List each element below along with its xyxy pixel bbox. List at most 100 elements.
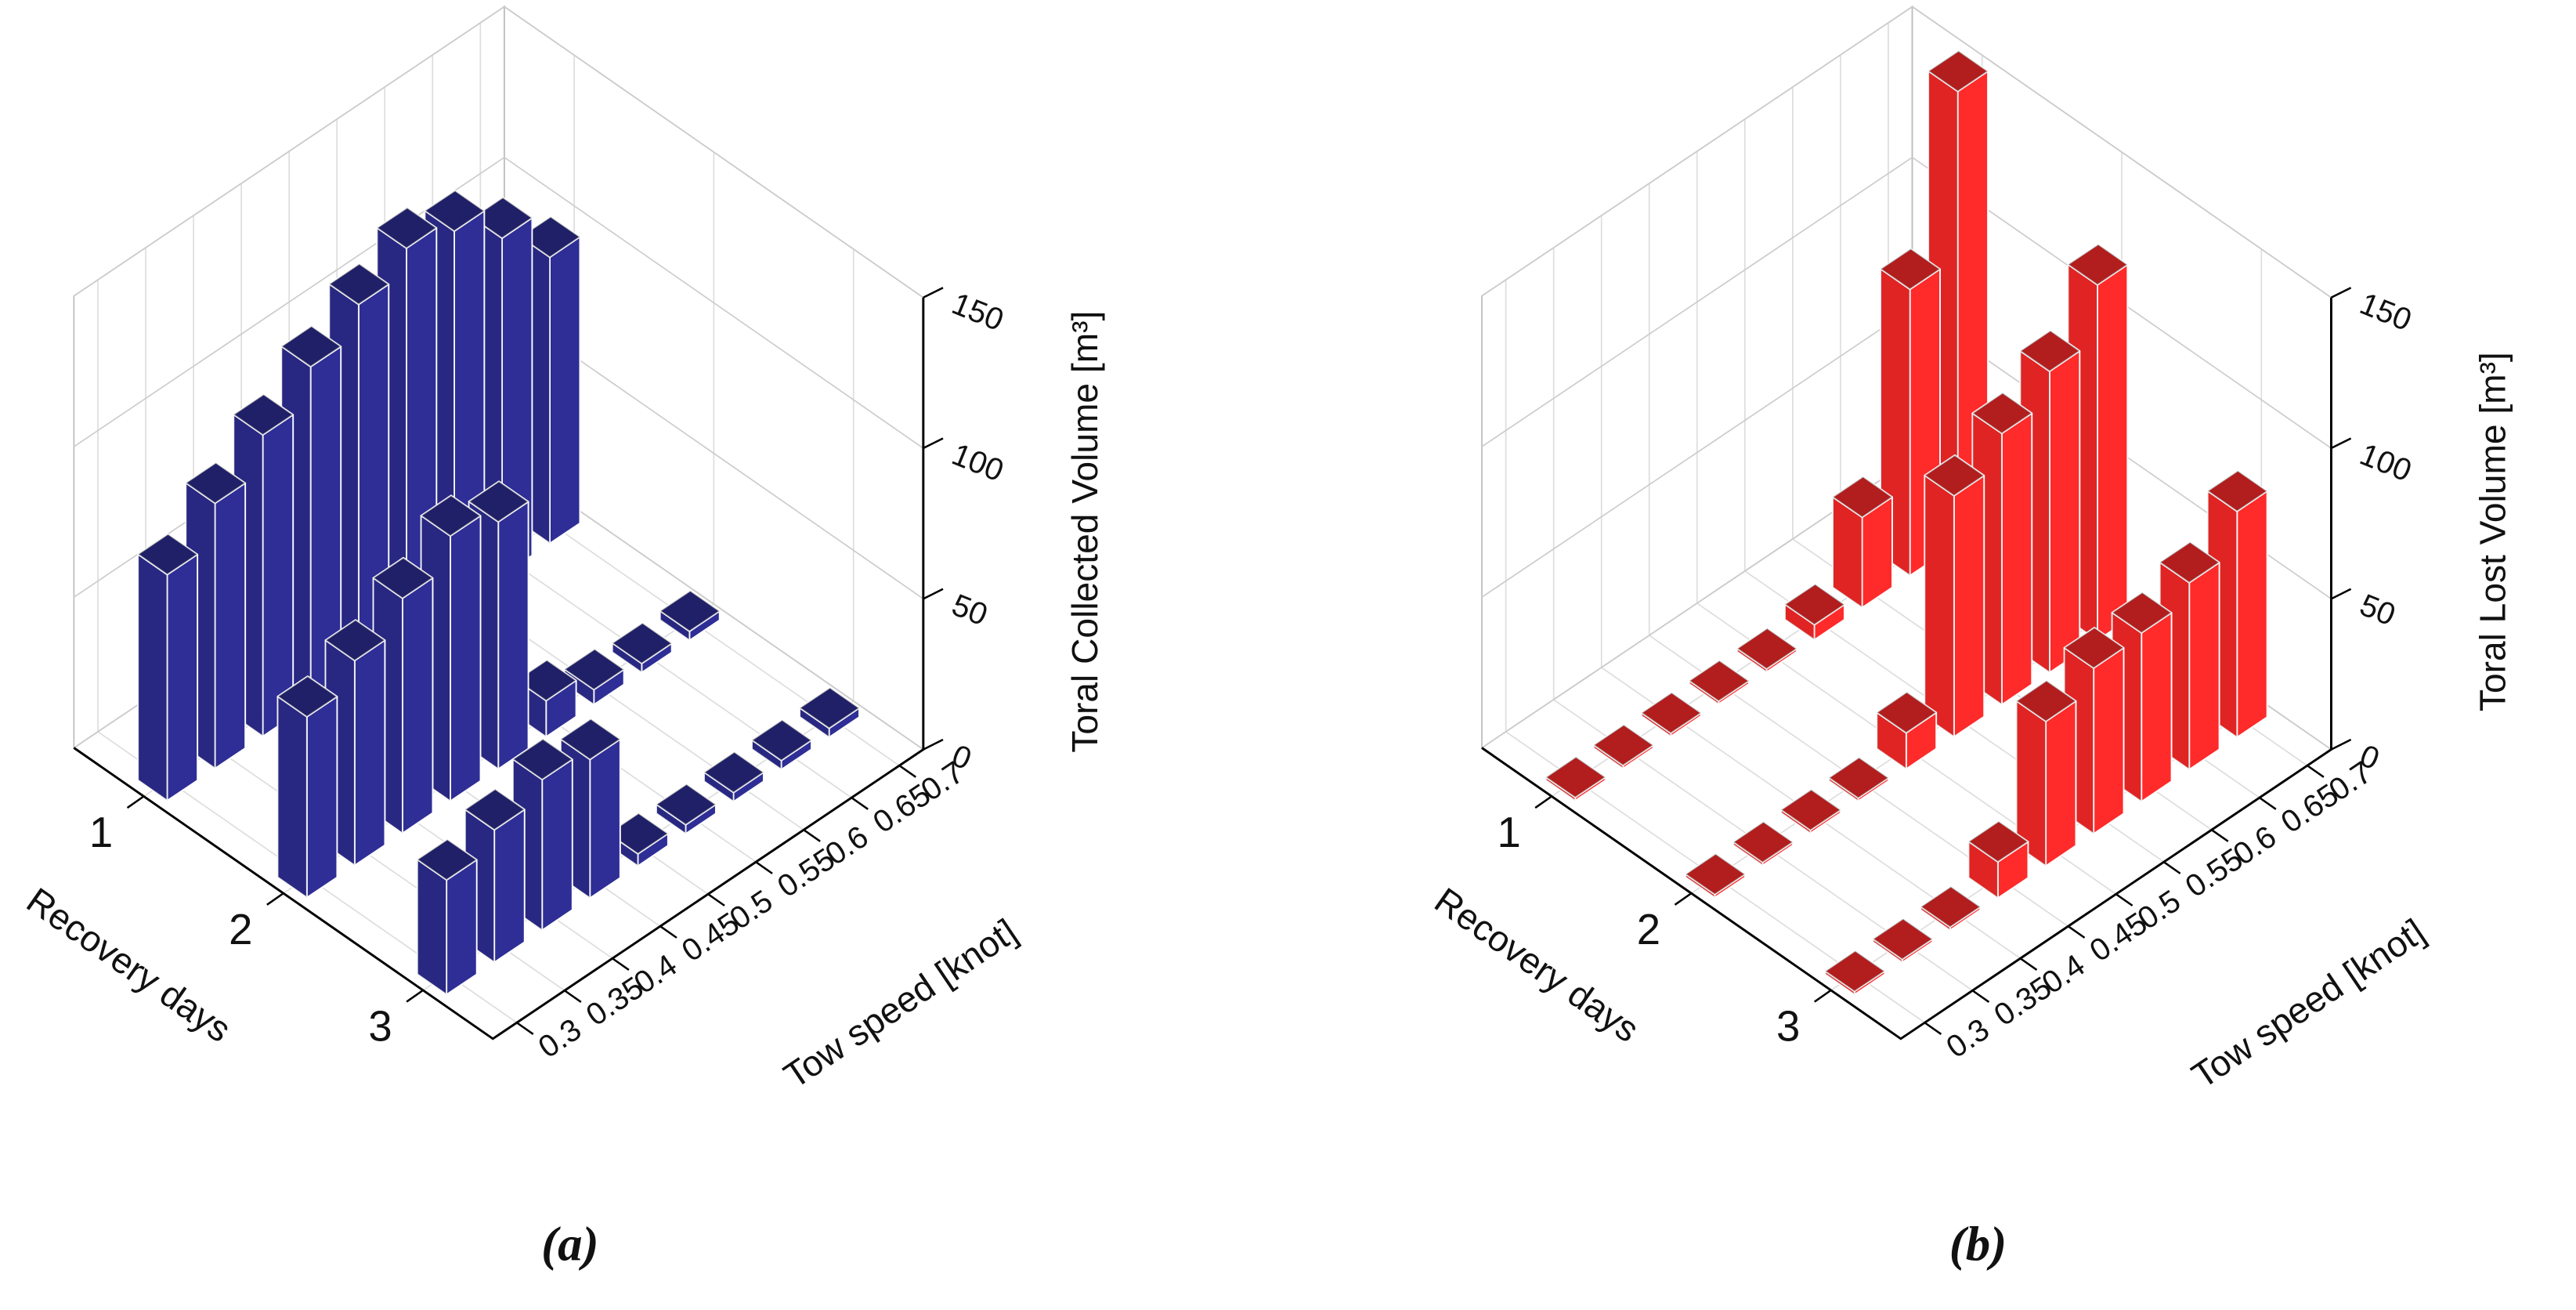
- tick-mark: [126, 795, 145, 809]
- bar-top: [185, 461, 247, 505]
- bar-front: [549, 236, 581, 545]
- bar-front: [166, 553, 199, 802]
- tick-mark: [1674, 892, 1693, 906]
- panel-label: (b): [1949, 1217, 2007, 1272]
- bar-top: [233, 393, 294, 436]
- bar-top: [464, 788, 526, 831]
- bar-top-shade: [1785, 584, 1844, 625]
- bar: [1736, 628, 1797, 673]
- bar: [1732, 820, 1794, 867]
- bar: [2015, 679, 2077, 867]
- bar-top: [799, 686, 860, 729]
- bar-top: [376, 207, 438, 249]
- bar-front: [2045, 700, 2077, 867]
- tick-mark: [923, 437, 944, 450]
- bar-side-shade: [1833, 497, 1862, 608]
- bar-top-shade: [1873, 918, 1933, 960]
- grid-line: [1481, 5, 2332, 299]
- bar-top-shade: [2159, 541, 2220, 583]
- bar-top: [1736, 628, 1797, 670]
- bar-top: [1732, 820, 1794, 863]
- bar-front: [497, 501, 529, 770]
- bar-top: [468, 480, 529, 523]
- bar-top-shade: [1593, 725, 1653, 765]
- bar-front: [446, 859, 478, 996]
- bar-top-shade: [564, 649, 624, 690]
- bar-top: [420, 494, 482, 537]
- bar-top-shade: [233, 394, 294, 436]
- bar-front: [1953, 475, 1985, 738]
- bar-top: [1592, 724, 1654, 766]
- bar-top-shade: [1928, 50, 1989, 92]
- bar-top-shade: [138, 534, 198, 575]
- bar-side-shade: [417, 859, 447, 995]
- bar-top: [328, 262, 390, 306]
- bar-top: [2019, 329, 2081, 372]
- bar-top-shade: [425, 190, 485, 232]
- bar-side-shade: [659, 610, 690, 641]
- bar: [1876, 691, 1938, 770]
- bar-top-shade: [2016, 680, 2076, 722]
- bar-top: [563, 648, 625, 691]
- bar-top: [2159, 541, 2220, 584]
- bar-top-shade: [1877, 692, 1937, 733]
- bar-top: [1824, 950, 1886, 993]
- tick-mark: [2330, 287, 2352, 299]
- bar-front: [401, 577, 434, 834]
- tick-mark: [707, 893, 725, 907]
- bar-top-shade: [516, 660, 576, 701]
- bar-side-shade: [2016, 700, 2047, 867]
- bar-top: [703, 751, 764, 794]
- bar-side-shade: [800, 707, 829, 738]
- bar-side-shade: [1877, 712, 1906, 769]
- bar-top-shade: [464, 789, 525, 831]
- bar-top: [372, 556, 434, 599]
- bar: [1688, 660, 1750, 705]
- bar-top: [656, 783, 717, 826]
- bar: [703, 751, 764, 803]
- bar-top-shade: [2112, 592, 2172, 633]
- bar-front: [305, 696, 338, 899]
- bar: [137, 533, 199, 802]
- bar-top: [751, 718, 812, 762]
- bar-top: [280, 325, 342, 368]
- tick-mark: [2211, 829, 2229, 842]
- bar: [511, 738, 573, 932]
- bar-top: [1880, 248, 1941, 291]
- tick-mark: [2307, 765, 2325, 778]
- tick-mark: [803, 829, 821, 842]
- bar: [1592, 724, 1654, 769]
- bar-top-shade: [752, 719, 811, 761]
- bar-top-shade: [1736, 628, 1797, 669]
- bar-top-shade: [800, 687, 860, 729]
- bar-side-shade: [704, 772, 734, 802]
- tick-mark: [659, 925, 677, 939]
- bar-top: [1920, 885, 1982, 928]
- tick-mark: [923, 738, 944, 751]
- tick-mark: [406, 989, 424, 1003]
- bar-front: [589, 738, 621, 899]
- bar-top-shade: [377, 208, 437, 248]
- bar-front: [262, 414, 294, 737]
- bar-side-shade: [138, 554, 168, 801]
- tick-mark: [755, 861, 773, 874]
- bar: [1685, 852, 1746, 899]
- bar: [563, 648, 625, 706]
- tick-mark: [2115, 893, 2133, 907]
- bar-front: [2097, 263, 2129, 642]
- bar: [751, 718, 812, 771]
- bar-top-shade: [704, 751, 764, 793]
- bar-front: [2188, 561, 2220, 771]
- tick-mark: [2019, 957, 2038, 971]
- x-tick-label: 1: [1497, 809, 1520, 856]
- bar: [799, 686, 860, 739]
- bar-top-shade: [1545, 757, 1606, 798]
- bar: [1780, 788, 1842, 834]
- bar-top: [424, 190, 486, 232]
- bar-top: [1924, 454, 1985, 497]
- bar-top-shade: [612, 623, 672, 664]
- bar-top-shade: [1685, 853, 1746, 895]
- bar-top: [659, 590, 721, 632]
- bar-front: [2093, 646, 2125, 835]
